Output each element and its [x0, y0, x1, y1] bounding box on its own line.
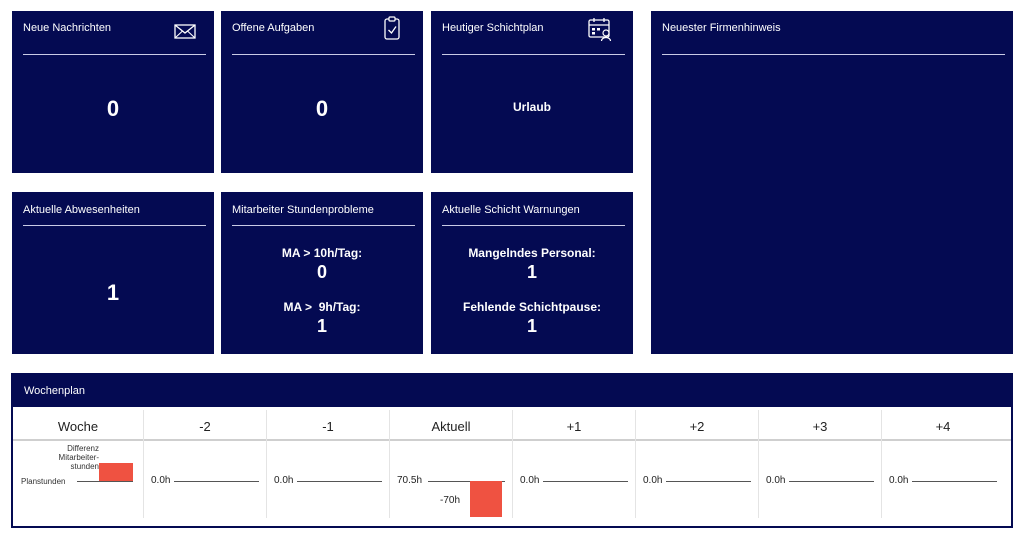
planned-hours-value: 0.0h	[889, 475, 909, 486]
week-axis	[297, 481, 382, 482]
week-axis	[912, 481, 997, 482]
missing-break-label: Fehlende Schichtpause:	[462, 300, 602, 314]
legend-diff-label: Differenz Mitarbeiter-stunden	[58, 444, 99, 471]
week-axis	[666, 481, 751, 482]
week-header: +2	[689, 419, 705, 434]
week-column: +1 0.0h	[512, 410, 635, 518]
hours-over-9-value: 1	[316, 316, 327, 336]
week-header: +1	[566, 419, 582, 434]
week-header: +4	[935, 419, 951, 434]
planned-hours-value: 70.5h	[397, 475, 423, 486]
week-header: Aktuell	[431, 419, 471, 434]
missing-break-value: 1	[526, 316, 537, 336]
planned-hours-value: 0.0h	[766, 475, 786, 486]
week-axis	[543, 481, 628, 482]
legend-planned-label: Planstunden	[21, 477, 66, 486]
week-header: -1	[322, 419, 334, 434]
clipboard-check-icon	[384, 16, 400, 40]
tile-title: Neue Nachrichten	[23, 22, 112, 34]
divider	[23, 54, 206, 55]
week-axis	[428, 481, 505, 482]
hours-over-10-label: MA > 10h/Tag:	[281, 246, 363, 260]
message-count: 0	[106, 96, 120, 121]
calendar-person-icon	[588, 18, 612, 42]
legend-diff-bar	[99, 463, 133, 481]
tile-schicht-warnungen[interactable]: Aktuelle Schicht Warnungen Mangelndes Pe…	[431, 192, 633, 354]
planned-hours-value: 0.0h	[274, 475, 294, 486]
legend-column: Woche Differenz Mitarbeiter-stunden Plan…	[13, 410, 143, 518]
week-column: +2 0.0h	[635, 410, 758, 518]
tile-heutiger-schichtplan[interactable]: Heutiger Schichtplan Urlaub	[431, 11, 633, 173]
tile-offene-aufgaben[interactable]: Offene Aufgaben 0	[221, 11, 423, 173]
wochenplan-header: Wochenplan	[13, 375, 1011, 407]
hours-over-10-value: 0	[316, 262, 327, 282]
wochenplan-title: Wochenplan	[24, 385, 85, 397]
tile-neue-nachrichten[interactable]: Neue Nachrichten 0	[12, 11, 214, 173]
tile-title: Offene Aufgaben	[232, 22, 315, 34]
divider	[23, 225, 206, 226]
planned-hours-value: 0.0h	[151, 475, 171, 486]
envelope-icon	[174, 24, 196, 39]
planned-hours-value: 0.0h	[643, 475, 663, 486]
tile-title: Aktuelle Schicht Warnungen	[442, 204, 580, 216]
tile-firmenhinweis[interactable]: Neuester Firmenhinweis	[651, 11, 1013, 354]
wochenplan-grid: Woche Differenz Mitarbeiter-stunden Plan…	[13, 410, 1011, 526]
missing-staff-value: 1	[526, 262, 537, 282]
hours-over-9-label: MA > 9h/Tag:	[283, 300, 361, 314]
task-count: 0	[315, 96, 329, 121]
week-column: +3 0.0h	[758, 410, 881, 518]
week-axis	[174, 481, 259, 482]
week-axis	[789, 481, 874, 482]
divider	[442, 225, 625, 226]
shift-status: Urlaub	[512, 100, 551, 114]
week-column: -2 0.0h	[143, 410, 266, 518]
week-column: Aktuell 70.5h -70h	[389, 410, 512, 518]
divider	[442, 54, 625, 55]
divider	[662, 54, 1005, 55]
divider	[232, 225, 415, 226]
column-header-woche: Woche	[57, 419, 99, 434]
tile-title: Aktuelle Abwesenheiten	[23, 204, 140, 216]
diff-hours-bar	[470, 481, 502, 518]
planned-hours-value: 0.0h	[520, 475, 540, 486]
divider	[232, 54, 415, 55]
absence-count: 1	[106, 280, 120, 305]
week-column: +4 0.0h	[881, 410, 1004, 518]
tile-aktuelle-abwesenheiten[interactable]: Aktuelle Abwesenheiten 1	[12, 192, 214, 354]
tile-stundenprobleme[interactable]: Mitarbeiter Stundenprobleme MA > 10h/Tag…	[221, 192, 423, 354]
missing-staff-label: Mangelndes Personal:	[468, 246, 596, 260]
week-column: -1 0.0h	[266, 410, 389, 518]
tile-title: Neuester Firmenhinweis	[662, 22, 781, 34]
wochenplan-panel: Wochenplan Woche Differenz Mitarbeiter-s…	[11, 373, 1013, 528]
tile-title: Heutiger Schichtplan	[442, 22, 544, 34]
week-header: -2	[199, 419, 211, 434]
legend-axis	[77, 481, 133, 482]
diff-hours-value: -70h	[440, 495, 461, 506]
tile-title: Mitarbeiter Stundenprobleme	[232, 204, 374, 216]
week-header: +3	[812, 419, 828, 434]
